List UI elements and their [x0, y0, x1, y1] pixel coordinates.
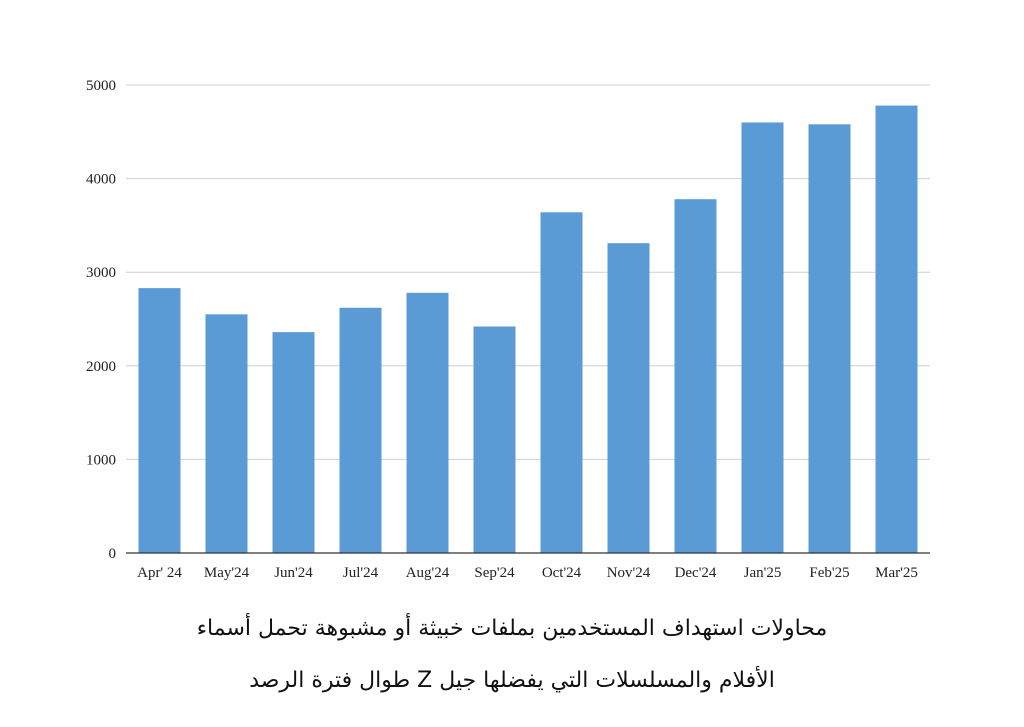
caption-line-2: الأفلام والمسلسلات التي يفضلها جيل Z طوا…	[249, 668, 775, 693]
x-tick-label: May'24	[204, 565, 250, 581]
y-tick-label: 2000	[86, 359, 116, 375]
gridlines	[126, 84, 930, 460]
y-tick-label: 3000	[86, 265, 116, 281]
x-tick-label: Dec'24	[675, 565, 717, 581]
x-tick-label: Jul'24	[343, 565, 379, 581]
bar	[607, 243, 650, 553]
y-axis-tick-labels: 0 1000 2000 3000 4000 5000	[86, 78, 116, 562]
bar	[674, 199, 717, 553]
bar	[272, 332, 315, 553]
x-tick-label: Jun'24	[274, 565, 313, 581]
caption-line-1: محاولات استهداف المستخدمين بملفات خبيثة …	[196, 616, 828, 641]
bar-chart: 0 1000 2000 3000 4000 5000 Apr' 24 May'24 Jun'2…	[86, 78, 930, 581]
y-tick-label: 4000	[86, 172, 116, 188]
x-tick-label: Apr' 24	[137, 565, 182, 581]
bar	[540, 212, 583, 553]
bar	[138, 288, 181, 553]
x-tick-label: Aug'24	[406, 565, 450, 581]
x-tick-label: Mar'25	[875, 565, 918, 581]
bar	[473, 326, 516, 553]
bar	[205, 314, 248, 553]
y-tick-label: 5000	[86, 78, 116, 94]
x-axis-tick-labels: Apr' 24 May'24 Jun'24 Jul'24 Aug'24 Sep'24 Oct…	[137, 565, 918, 581]
y-tick-label: 0	[109, 546, 117, 562]
x-tick-label: Oct'24	[542, 565, 582, 581]
bar	[741, 122, 784, 553]
y-tick-label: 1000	[86, 452, 116, 468]
bar	[875, 105, 918, 553]
x-tick-label: Nov'24	[607, 565, 651, 581]
bar	[406, 292, 449, 553]
x-tick-label: Feb'25	[809, 565, 849, 581]
x-tick-label: Jan'25	[744, 565, 782, 581]
bars	[138, 105, 918, 553]
x-tick-label: Sep'24	[474, 565, 515, 581]
bar	[808, 124, 851, 553]
bar	[339, 307, 382, 553]
